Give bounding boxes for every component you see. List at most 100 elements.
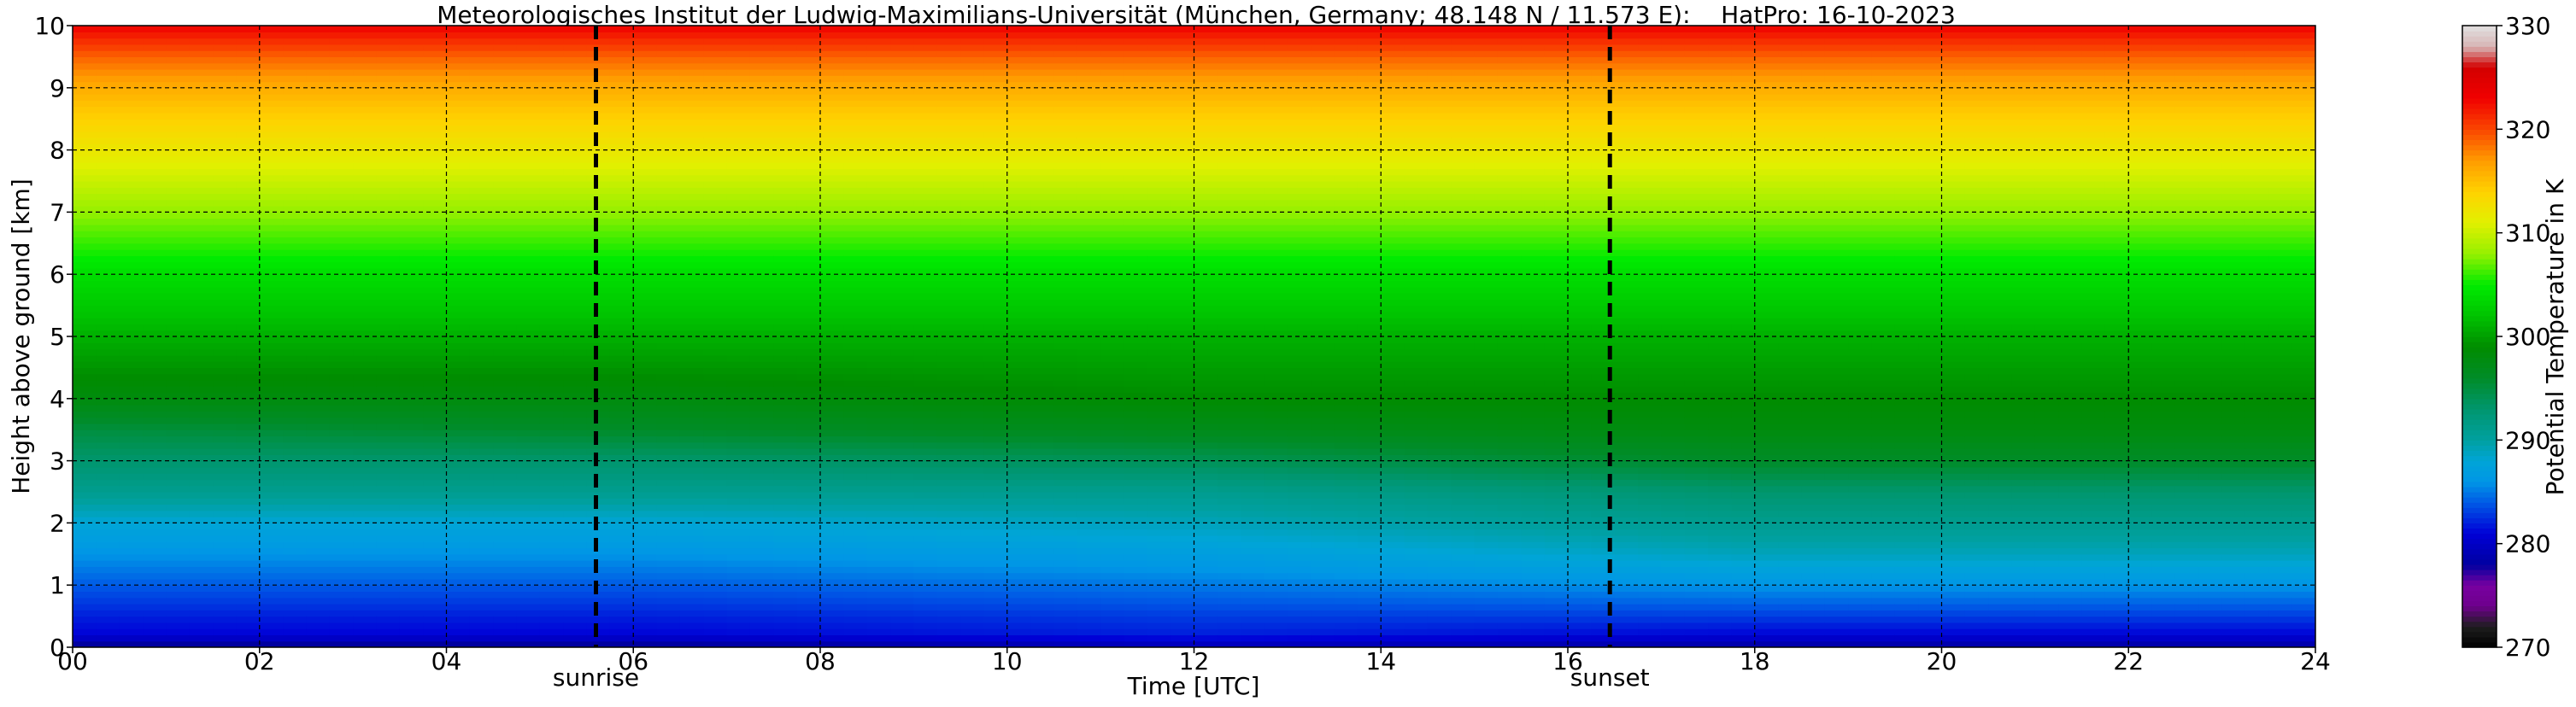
- heatmap-cell: [656, 429, 681, 437]
- heatmap-cell: [563, 212, 588, 219]
- heatmap-cell: [306, 255, 331, 263]
- heatmap-cell: [633, 168, 658, 176]
- heatmap-cell: [749, 435, 774, 443]
- heatmap-cell: [539, 224, 564, 231]
- heatmap-cell: [633, 386, 658, 394]
- heatmap-cell: [773, 591, 798, 599]
- heatmap-cell: [633, 181, 658, 188]
- heatmap-cell: [983, 529, 1008, 536]
- heatmap-cell: [306, 50, 331, 57]
- heatmap-cell: [73, 604, 97, 611]
- heatmap-cell: [609, 32, 634, 39]
- heatmap-cell: [796, 261, 821, 269]
- heatmap-cell: [773, 149, 798, 157]
- heatmap-cell: [866, 267, 891, 275]
- heatmap-cell: [609, 517, 634, 523]
- heatmap-cell: [353, 324, 378, 331]
- heatmap-cell: [1171, 155, 1195, 163]
- heatmap-cell: [633, 261, 658, 269]
- heatmap-cell: [516, 441, 541, 449]
- heatmap-cell: [329, 498, 354, 505]
- heatmap-cell: [563, 242, 588, 250]
- heatmap-cell: [1171, 392, 1195, 400]
- heatmap-cell: [516, 398, 541, 406]
- heatmap-cell: [586, 379, 611, 387]
- heatmap-cell: [773, 38, 798, 45]
- heatmap-cell: [890, 324, 914, 331]
- heatmap-cell: [890, 392, 914, 400]
- heatmap-cell: [936, 498, 961, 505]
- heatmap-cell: [1030, 492, 1055, 499]
- heatmap-cell: [143, 38, 167, 45]
- heatmap-cell: [516, 299, 541, 307]
- heatmap-cell: [960, 405, 984, 412]
- heatmap-cell: [96, 261, 120, 269]
- heatmap-cell: [913, 44, 938, 51]
- heatmap-cell: [679, 125, 704, 132]
- heatmap-cell: [679, 423, 704, 430]
- heatmap-cell: [73, 212, 97, 219]
- heatmap-cell: [796, 50, 821, 57]
- heatmap-cell: [166, 560, 191, 567]
- heatmap-cell: [843, 411, 868, 418]
- heatmap-cell: [1030, 44, 1055, 51]
- heatmap-cell: [679, 286, 704, 294]
- heatmap-cell: [96, 460, 120, 468]
- heatmap-cell: [376, 324, 401, 331]
- heatmap-cell: [633, 38, 658, 45]
- heatmap-cell: [609, 597, 634, 605]
- heatmap-cell: [399, 181, 424, 188]
- heatmap-cell: [493, 411, 518, 418]
- heatmap-cell: [1217, 231, 1241, 238]
- heatmap-cell: [399, 541, 424, 549]
- heatmap-cell: [609, 510, 634, 517]
- heatmap-cell: [1147, 149, 1171, 157]
- heatmap-cell: [913, 597, 938, 605]
- heatmap-cell: [609, 242, 634, 250]
- heatmap-cell: [1171, 162, 1195, 170]
- heatmap-cell: [539, 218, 564, 225]
- heatmap-cell: [119, 26, 144, 32]
- heatmap-cell: [73, 585, 97, 593]
- heatmap-cell: [119, 212, 144, 219]
- heatmap-cell: [983, 261, 1008, 269]
- heatmap-cell: [259, 32, 284, 39]
- heatmap-cell: [423, 75, 448, 83]
- heatmap-cell: [679, 68, 704, 76]
- heatmap-cell: [469, 560, 494, 567]
- heatmap-cell: [236, 379, 261, 387]
- heatmap-cell: [189, 206, 214, 213]
- heatmap-cell: [329, 535, 354, 542]
- heatmap-cell: [166, 62, 191, 70]
- heatmap-cell: [376, 26, 401, 32]
- heatmap-cell: [143, 342, 167, 350]
- heatmap-cell: [1124, 50, 1148, 57]
- heatmap-cell: [1053, 242, 1078, 250]
- heatmap-cell: [446, 143, 471, 151]
- heatmap-cell: [516, 162, 541, 170]
- heatmap-cell: [329, 218, 354, 225]
- heatmap-cell: [376, 293, 401, 300]
- heatmap-cell: [703, 435, 728, 443]
- heatmap-cell: [1100, 119, 1125, 126]
- heatmap-cell: [679, 348, 704, 356]
- heatmap-cell: [633, 466, 658, 474]
- heatmap-cell: [609, 330, 634, 337]
- heatmap-cell: [96, 616, 120, 623]
- heatmap-cell: [423, 547, 448, 555]
- heatmap-cell: [1006, 100, 1031, 108]
- heatmap-cell: [656, 405, 681, 412]
- heatmap-cell: [1124, 560, 1148, 567]
- heatmap-cell: [1217, 87, 1241, 95]
- heatmap-cell: [773, 578, 798, 586]
- heatmap-cell: [1100, 87, 1125, 95]
- heatmap-cell: [913, 529, 938, 536]
- heatmap-cell: [796, 354, 821, 362]
- heatmap-cell: [843, 32, 868, 39]
- heatmap-cell: [890, 411, 914, 418]
- heatmap-cell: [446, 218, 471, 225]
- heatmap-cell: [1171, 81, 1195, 89]
- heatmap-cell: [539, 361, 564, 368]
- heatmap-cell: [1053, 187, 1078, 195]
- heatmap-cell: [516, 523, 541, 530]
